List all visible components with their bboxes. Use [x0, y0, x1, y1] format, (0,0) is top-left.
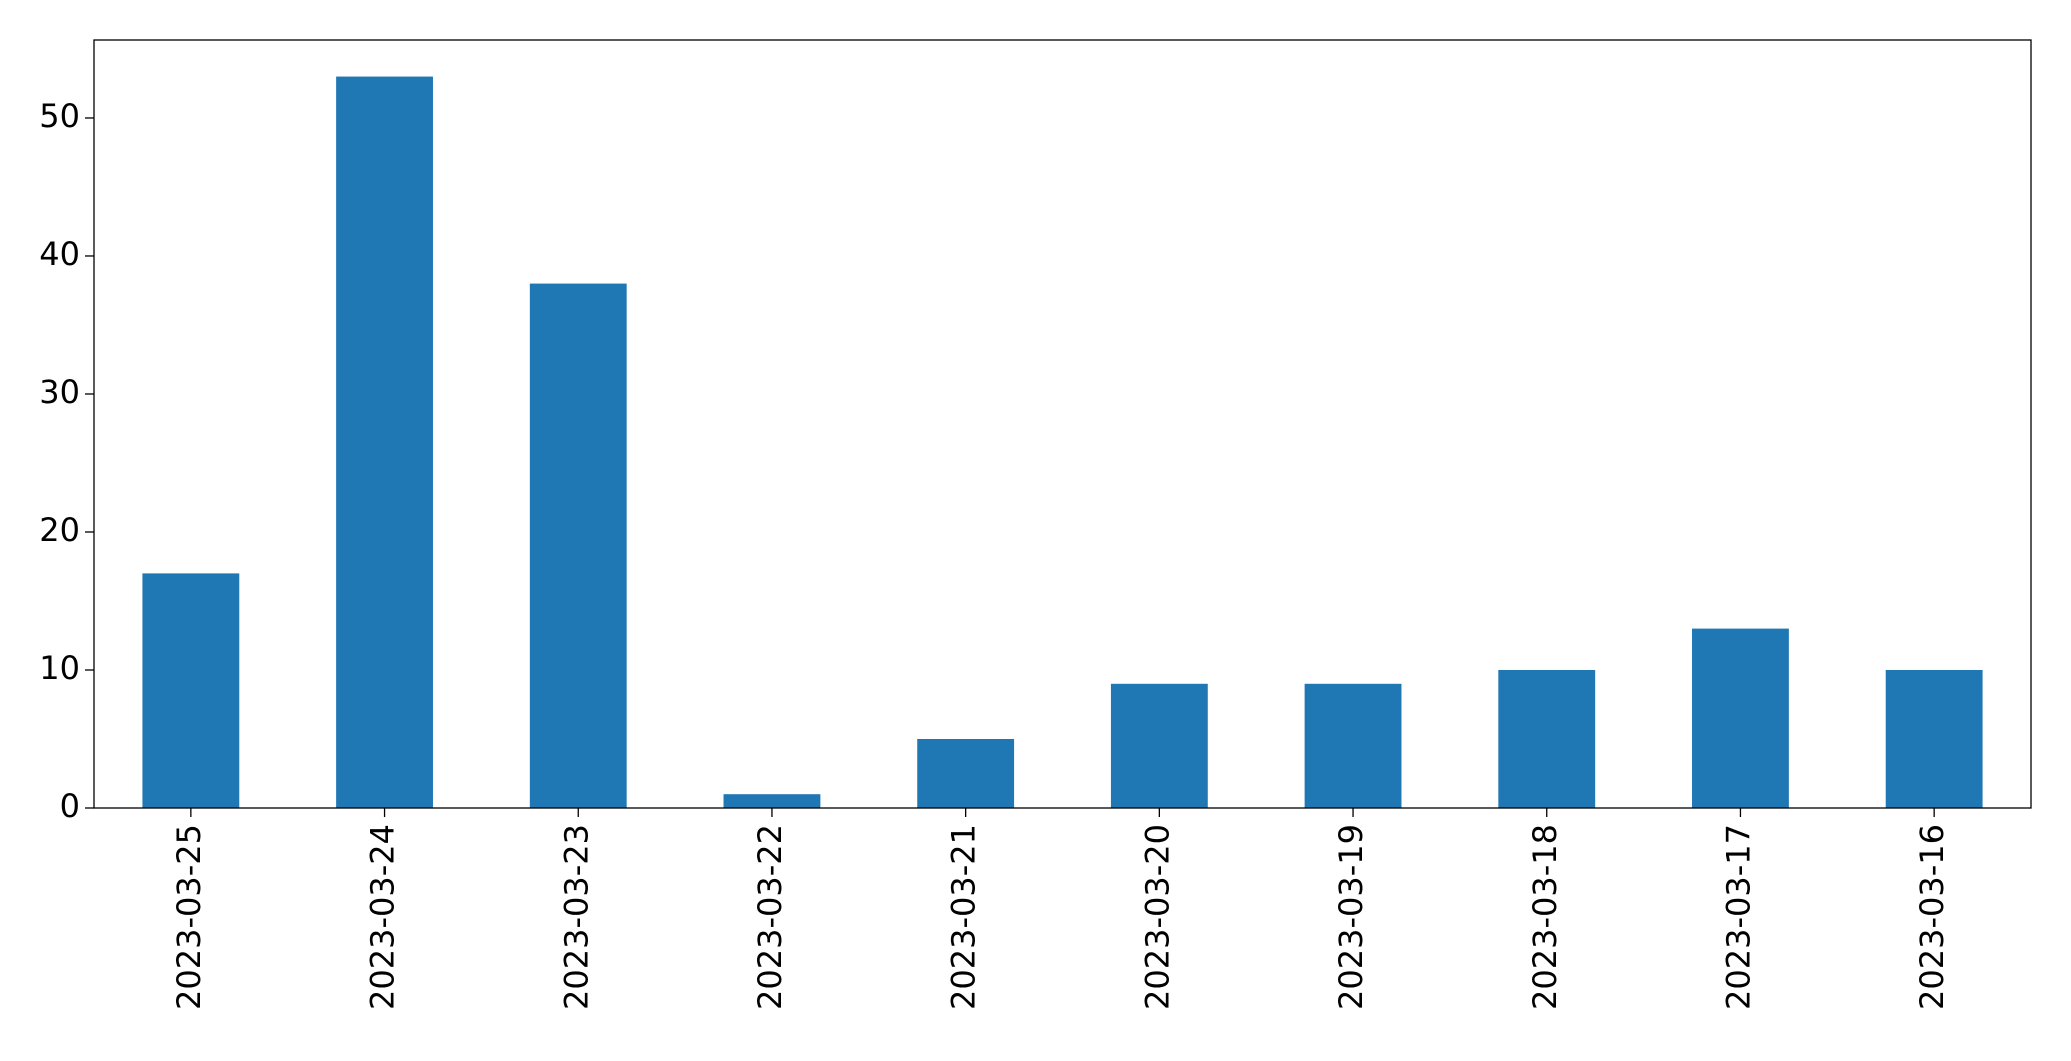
x-tick-label: 2023-03-22 — [751, 824, 789, 1010]
y-tick-label: 50 — [39, 97, 80, 135]
bar — [142, 573, 240, 808]
y-tick-label: 40 — [39, 235, 80, 273]
x-tick-label: 2023-03-25 — [170, 824, 208, 1010]
x-tick-label: 2023-03-19 — [1332, 824, 1370, 1010]
bar — [723, 794, 821, 808]
y-tick-label: 30 — [39, 373, 80, 411]
bar — [1110, 683, 1208, 808]
bar — [529, 283, 627, 808]
bar — [336, 76, 433, 809]
x-tick-label: 2023-03-24 — [364, 824, 402, 1010]
y-tick-label: 10 — [39, 649, 80, 687]
bar — [1498, 669, 1596, 808]
y-tick-label: 0 — [60, 787, 80, 825]
bar — [1304, 683, 1402, 808]
bar — [1692, 628, 1789, 808]
bar — [1885, 669, 1983, 808]
bar — [917, 738, 1015, 808]
x-tick-label: 2023-03-16 — [1913, 824, 1951, 1010]
y-tick-label: 20 — [39, 511, 80, 549]
x-tick-label: 2023-03-17 — [1719, 824, 1757, 1010]
x-tick-label: 2023-03-23 — [557, 824, 595, 1010]
x-tick-label: 2023-03-18 — [1526, 824, 1564, 1010]
x-tick-label: 2023-03-21 — [945, 824, 983, 1010]
x-tick-label: 2023-03-20 — [1138, 824, 1176, 1010]
plot-frame — [93, 39, 2032, 809]
